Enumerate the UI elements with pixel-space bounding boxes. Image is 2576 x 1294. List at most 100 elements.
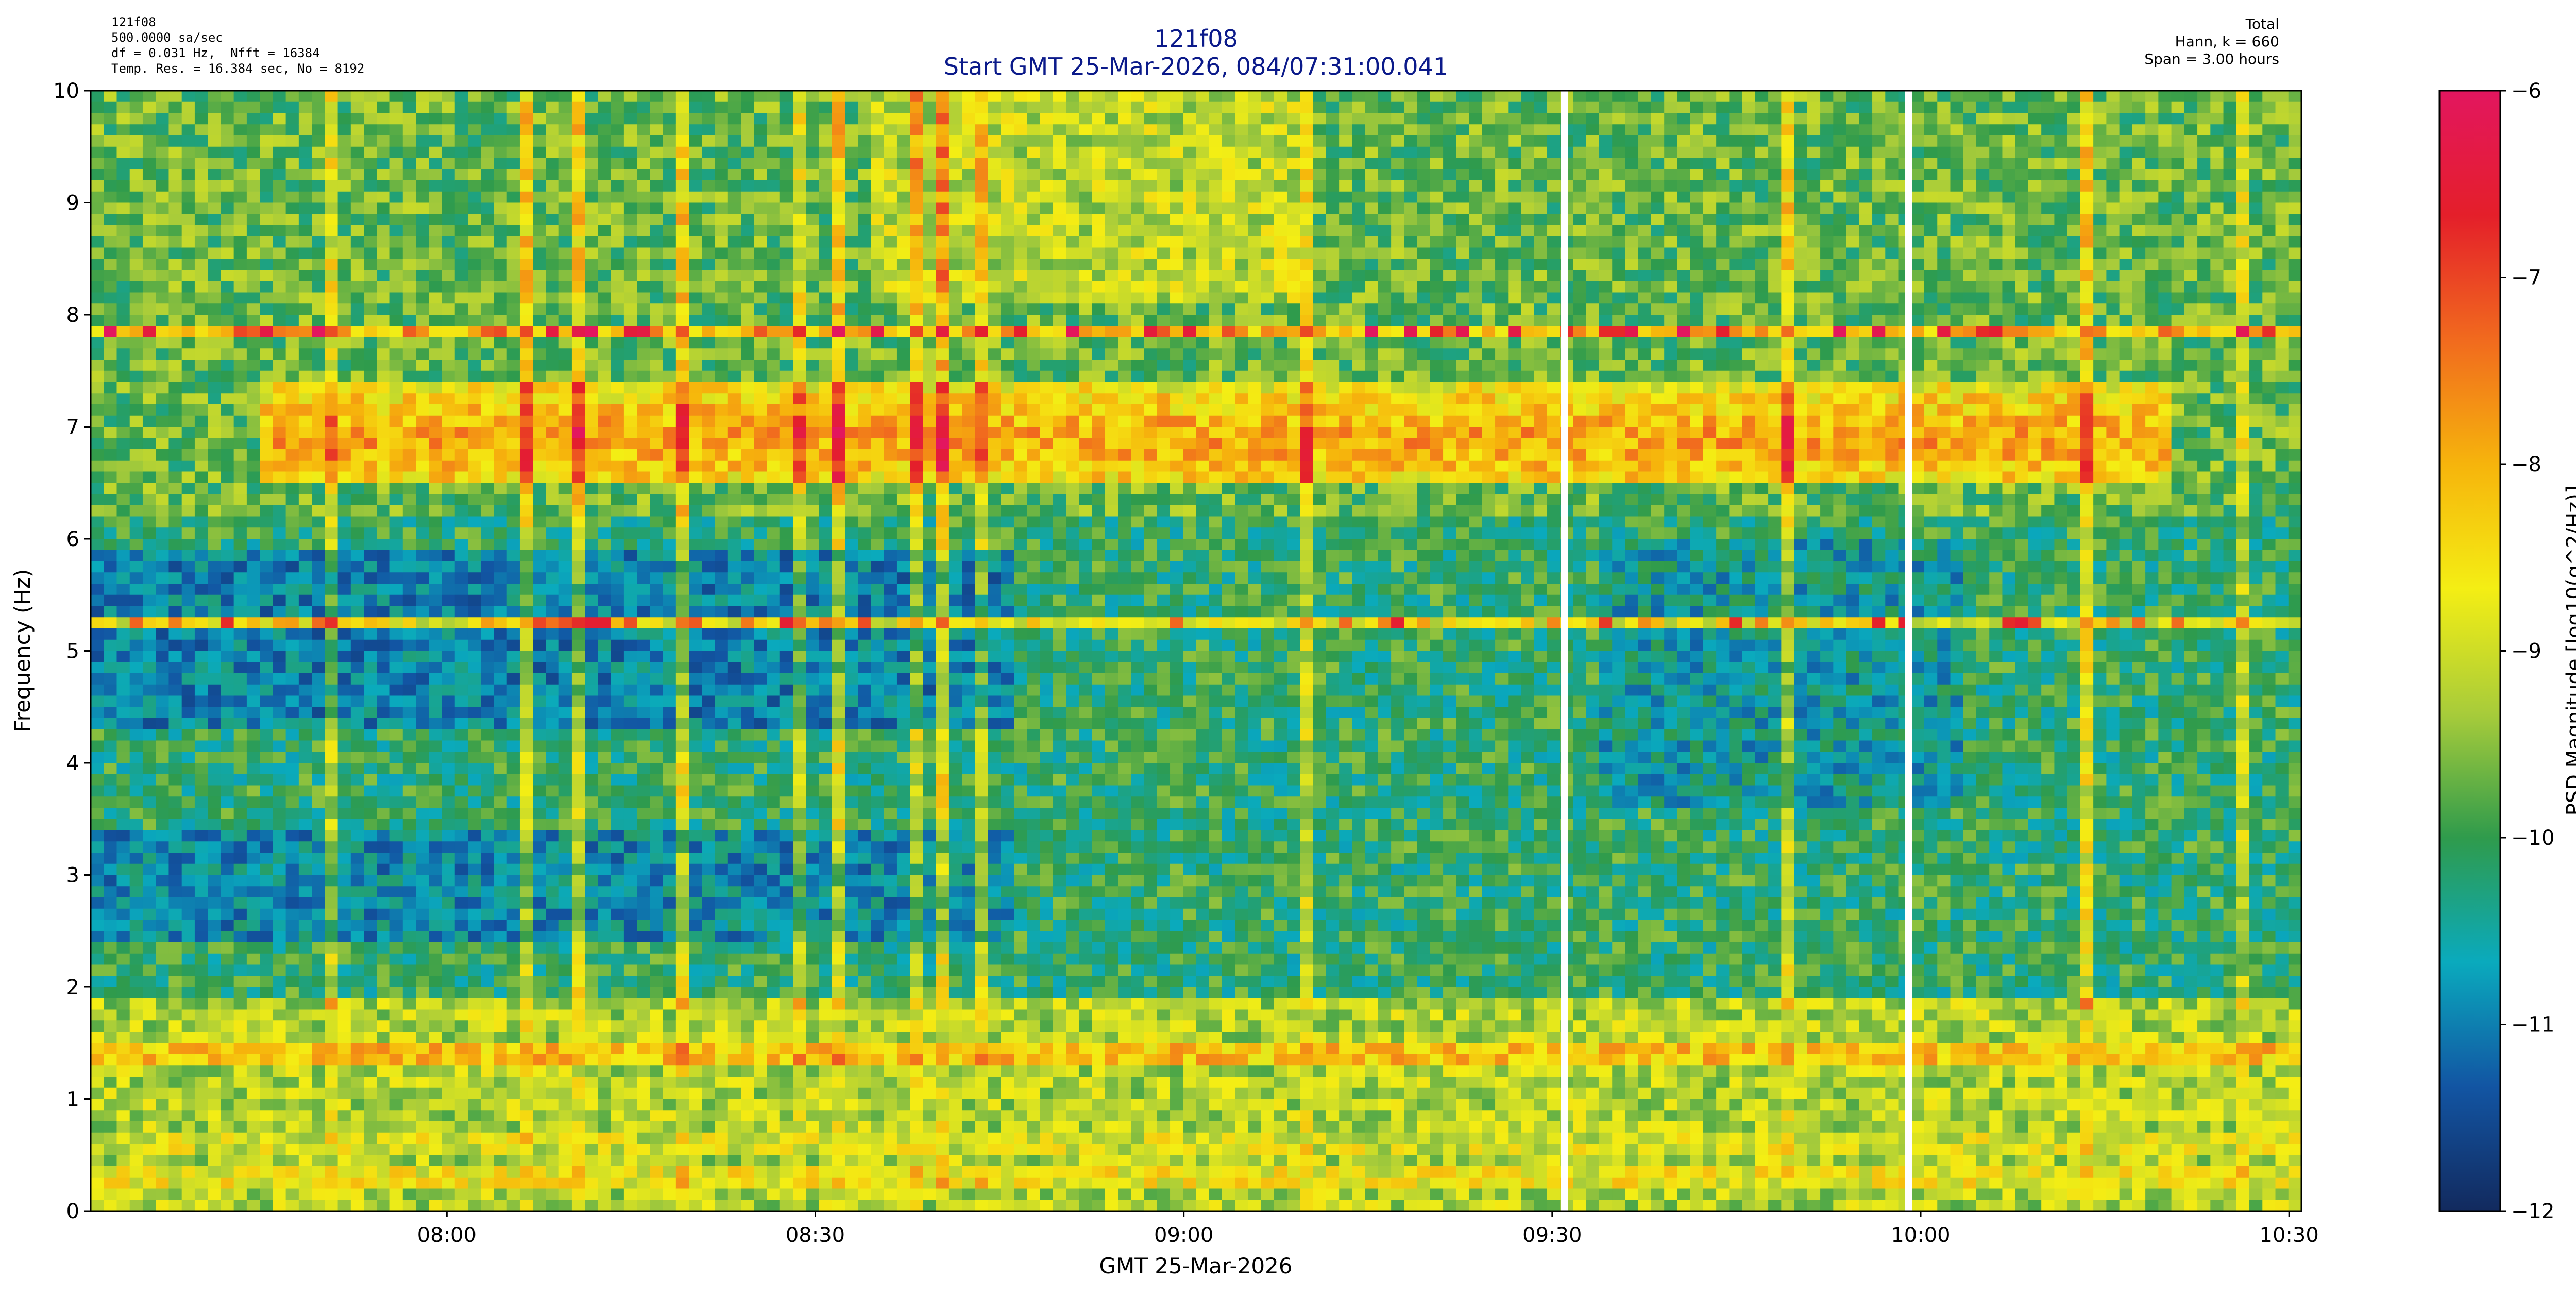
heatmap-cell: [299, 203, 312, 214]
heatmap-cell: [572, 348, 585, 360]
heatmap-cell: [208, 685, 221, 696]
heatmap-cell: [116, 864, 130, 875]
heatmap-cell: [624, 931, 637, 942]
heatmap-cell: [260, 371, 273, 382]
heatmap-cell: [377, 897, 390, 909]
heatmap-cell: [429, 1010, 442, 1021]
heatmap-cell: [676, 965, 689, 976]
heatmap-cell: [611, 393, 624, 404]
heatmap-cell: [377, 774, 390, 786]
heatmap-cell: [442, 617, 455, 628]
heatmap-cell: [299, 841, 312, 853]
heatmap-cell: [338, 180, 351, 192]
heatmap-cell: [104, 685, 117, 696]
heatmap-cell: [286, 954, 299, 965]
heatmap-cell: [637, 293, 650, 304]
heatmap-cell: [338, 1077, 351, 1088]
heatmap-cell: [312, 606, 325, 618]
heatmap-cell: [585, 494, 598, 505]
heatmap-cell: [130, 595, 143, 606]
heatmap-cell: [221, 1077, 234, 1088]
heatmap-cell: [104, 673, 117, 685]
heatmap-cell: [507, 449, 520, 461]
heatmap-cell: [481, 371, 494, 382]
heatmap-cell: [624, 819, 637, 830]
heatmap-cell: [572, 662, 585, 673]
heatmap-cell: [325, 875, 338, 887]
heatmap-cell: [702, 1110, 715, 1121]
heatmap-cell: [494, 1099, 507, 1111]
heatmap-cell: [156, 819, 169, 830]
heatmap-cell: [260, 1065, 273, 1077]
heatmap-cell: [429, 920, 442, 931]
heatmap-cell: [494, 864, 507, 875]
heatmap-cell: [533, 427, 546, 438]
heatmap-cell: [260, 584, 273, 595]
heatmap-cell: [364, 942, 377, 954]
heatmap-cell: [468, 920, 481, 931]
heatmap-cell: [533, 942, 546, 954]
heatmap-cell: [416, 1110, 429, 1121]
heatmap-cell: [390, 987, 403, 998]
heatmap-cell: [559, 987, 572, 998]
heatmap-cell: [116, 976, 130, 987]
heatmap-cell: [637, 539, 650, 550]
heatmap-cell: [559, 584, 572, 595]
heatmap-cell: [377, 539, 390, 550]
heatmap-cell: [559, 102, 572, 113]
heatmap-cell: [728, 752, 741, 763]
heatmap-cell: [156, 696, 169, 707]
heatmap-cell: [611, 998, 624, 1010]
heatmap-cell: [299, 584, 312, 595]
heatmap-cell: [585, 180, 598, 192]
heatmap-cell: [168, 259, 182, 270]
heatmap-cell: [468, 517, 481, 528]
heatmap-cell: [273, 550, 286, 561]
heatmap-cell: [598, 819, 611, 830]
heatmap-cell: [325, 124, 338, 135]
heatmap-cell: [247, 539, 260, 550]
heatmap-cell: [247, 113, 260, 125]
heatmap-cell: [221, 158, 234, 169]
heatmap-cell: [429, 897, 442, 909]
heatmap-cell: [728, 303, 741, 315]
heatmap-cell: [273, 113, 286, 125]
heatmap-cell: [338, 640, 351, 651]
heatmap-cell: [429, 673, 442, 685]
heatmap-cell: [455, 875, 468, 887]
heatmap-cell: [702, 236, 715, 248]
heatmap-cell: [533, 1144, 546, 1155]
heatmap-cell: [442, 1110, 455, 1121]
heatmap-cell: [338, 595, 351, 606]
heatmap-cell: [156, 1133, 169, 1144]
heatmap-cell: [390, 393, 403, 404]
heatmap-cell: [481, 416, 494, 427]
heatmap-cell: [312, 662, 325, 673]
heatmap-cell: [416, 236, 429, 248]
heatmap-cell: [585, 449, 598, 461]
heatmap-cell: [598, 427, 611, 438]
heatmap-cell: [390, 1189, 403, 1200]
heatmap-cell: [624, 1099, 637, 1111]
heatmap-cell: [442, 1121, 455, 1133]
heatmap-cell: [520, 931, 533, 942]
heatmap-cell: [533, 875, 546, 887]
heatmap-cell: [168, 449, 182, 461]
heatmap-cell: [689, 236, 702, 248]
heatmap-cell: [364, 248, 377, 259]
heatmap-cell: [494, 786, 507, 797]
heatmap-cell: [429, 1155, 442, 1166]
heatmap-cells: [91, 91, 2302, 1212]
heatmap-cell: [663, 572, 676, 584]
heatmap-cell: [533, 382, 546, 394]
heatmap-cell: [104, 293, 117, 304]
heatmap-cell: [455, 360, 468, 371]
heatmap-cell: [364, 987, 377, 998]
heatmap-cell: [442, 752, 455, 763]
heatmap-cell: [585, 270, 598, 281]
heatmap-cell: [663, 886, 676, 897]
heatmap-cell: [585, 135, 598, 147]
heatmap-cell: [104, 281, 117, 293]
heatmap-cell: [494, 427, 507, 438]
heatmap-cell: [455, 864, 468, 875]
